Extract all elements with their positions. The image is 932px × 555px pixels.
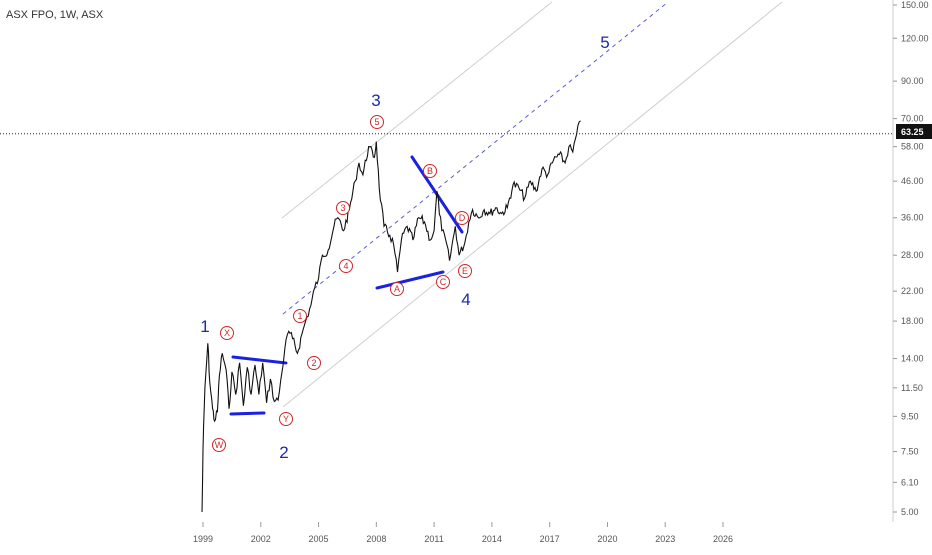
wave-marker-label: 3	[340, 203, 345, 213]
y-tick-label: 11.50	[901, 383, 923, 393]
wave-marker-label: A	[394, 284, 400, 294]
wave-marker-circle	[455, 211, 469, 225]
wave-marker-4: 4	[339, 259, 353, 273]
price-line	[201, 120, 581, 513]
wave-marker-circle	[423, 164, 437, 178]
wave-marker-circle	[390, 282, 404, 296]
wave-marker-2: 2	[307, 356, 321, 370]
wave-marker-label: Y	[283, 414, 289, 424]
y-tick-label: 6.10	[901, 477, 919, 487]
y-tick-label: 9.50	[901, 411, 919, 421]
wave4-lower-line	[375, 270, 445, 290]
wave-marker-label: C	[440, 277, 447, 287]
y-tick-label: 70.00	[901, 114, 924, 124]
major-wave-labels: 1 2 3 4 5	[200, 33, 609, 462]
triangle-lower-line	[229, 411, 266, 416]
y-tick-label: 58.00	[901, 142, 924, 152]
x-axis: 1999 2002 2005 2008 2011 2014 2017 2020 2023 2026	[193, 522, 733, 544]
y-tick-label: 18.00	[901, 316, 924, 326]
wave-marker-label: W	[215, 440, 224, 450]
wave-marker-label: 2	[311, 358, 316, 368]
y-tick-label: 28.00	[901, 250, 924, 260]
wave-marker-label: 1	[297, 311, 302, 321]
y-tick-label: 120.00	[901, 33, 929, 43]
last-price-label: 63.25	[901, 127, 924, 137]
x-tick-label: 2014	[482, 534, 502, 544]
wave-marker-a: A	[390, 282, 404, 296]
major-wave-3: 3	[371, 91, 380, 110]
x-tick-label: 2008	[366, 534, 386, 544]
wave-marker-label: X	[224, 328, 230, 338]
y-tick-label: 14.00	[901, 354, 924, 364]
y-tick-label: 90.00	[901, 76, 924, 86]
wave-marker-e: E	[458, 264, 472, 278]
wave-marker-label: D	[459, 213, 466, 223]
upper-channel-line	[281, 1, 553, 219]
major-wave-5: 5	[600, 33, 609, 52]
y-tick-label: 7.50	[901, 447, 919, 457]
wave-marker-1: 1	[293, 309, 307, 323]
x-tick-label: 2002	[251, 534, 271, 544]
wave-marker-y: Y	[279, 412, 293, 426]
wave-marker-circle	[370, 115, 384, 129]
wave-marker-circle	[458, 264, 472, 278]
wave-marker-d: D	[455, 211, 469, 225]
y-tick-label: 150.00	[901, 0, 929, 10]
wave-marker-label: B	[427, 166, 433, 176]
wave-marker-c: C	[436, 275, 450, 289]
wave-marker-label: E	[462, 266, 468, 276]
major-wave-2: 2	[279, 443, 288, 462]
x-tick-label: 2017	[540, 534, 560, 544]
y-tick-label: 36.00	[901, 213, 924, 223]
y-tick-label: 22.00	[901, 286, 924, 296]
wave-marker-circle	[293, 309, 307, 323]
x-tick-label: 2005	[309, 534, 329, 544]
wave-marker-circle	[220, 326, 234, 340]
major-wave-1: 1	[200, 317, 209, 336]
wave-marker-circle	[339, 259, 353, 273]
triangle-upper-line	[231, 355, 288, 365]
chart-title: ASX FPO, 1W, ASX	[6, 9, 104, 21]
lower-channel-line	[282, 1, 783, 408]
wave-marker-circle	[307, 356, 321, 370]
wave-marker-3: 3	[336, 201, 350, 215]
wave-marker-circle	[336, 201, 350, 215]
x-tick-label: 1999	[193, 534, 213, 544]
y-tick-label: 5.00	[901, 507, 919, 517]
x-tick-label: 2023	[655, 534, 675, 544]
y-tick-label: 46.00	[901, 176, 924, 186]
wave-marker-label: 4	[343, 261, 348, 271]
wave-marker-5: 5	[370, 115, 384, 129]
wave-markers: W X Y 1 2 3 4 5 A B C D E	[212, 115, 472, 452]
x-tick-label: 2026	[713, 534, 733, 544]
wave-marker-circle	[212, 438, 226, 452]
wave-marker-b: B	[423, 164, 437, 178]
last-price-badge	[896, 124, 932, 139]
wave-marker-w: W	[212, 438, 226, 452]
wave-marker-x: X	[220, 326, 234, 340]
x-tick-label: 2020	[597, 534, 617, 544]
y-axis: 150.00 120.00 90.00 70.00 58.00 46.00 36.00 28.…	[893, 0, 929, 517]
wave-marker-label: 5	[374, 117, 379, 127]
wave-marker-circle	[279, 412, 293, 426]
wave-marker-circle	[436, 275, 450, 289]
x-tick-label: 2011	[424, 534, 443, 544]
major-wave-4: 4	[461, 290, 470, 309]
